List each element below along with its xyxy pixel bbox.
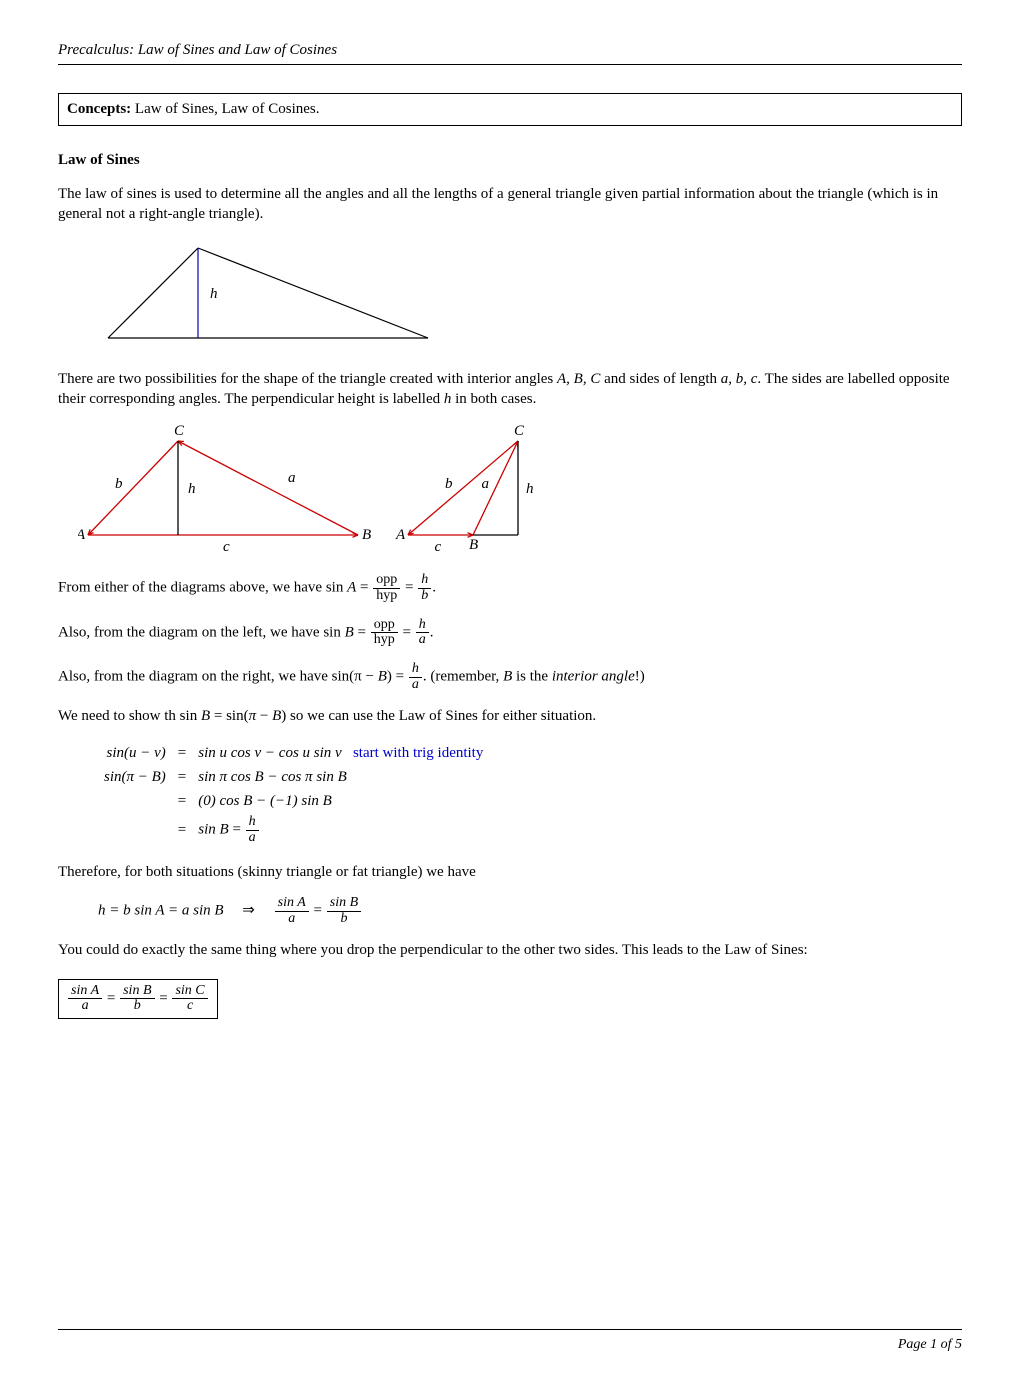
table-row: = sin B = ha	[98, 813, 489, 847]
figure-2: A B Ca b c h A B Ca b c h	[78, 423, 962, 559]
p2a: There are two possibilities for the shap…	[58, 371, 557, 387]
table-row: sin(u − v)= sin u cos v − cos u sin v st…	[98, 741, 489, 765]
para-two: There are two possibilities for the shap…	[58, 369, 962, 410]
svg-text:h: h	[210, 286, 218, 302]
num: h	[409, 662, 422, 678]
table-row: = (0) cos B − (−1) sin B	[98, 789, 489, 813]
p2b: and sides of length	[600, 371, 720, 387]
para-therefore: Therefore, for both situations (skinny t…	[58, 862, 962, 882]
den: a	[416, 633, 429, 648]
intro-para: The law of sines is used to determine al…	[58, 184, 962, 225]
n: sin B	[120, 984, 154, 1000]
d: a	[68, 999, 102, 1014]
law-of-sines-box: sin Aa = sin Bb = sin Cc	[58, 979, 218, 1019]
den: b	[327, 912, 361, 927]
figure-1: h	[98, 238, 962, 354]
t: From either of the diagrams above, we ha…	[58, 580, 347, 596]
num: h	[418, 573, 431, 589]
den: b	[418, 589, 431, 604]
svg-text:C: C	[514, 423, 525, 439]
t5: interior angle	[552, 669, 635, 685]
concepts-label: Concepts:	[67, 101, 131, 117]
page-number: Page 1 of 5	[898, 1337, 962, 1352]
n: sin A	[68, 984, 102, 1000]
num: opp	[373, 573, 400, 589]
t3: . (remember,	[423, 669, 503, 685]
svg-text:C: C	[174, 423, 185, 439]
concepts-box: Concepts: Law of Sines, Law of Cosines.	[58, 93, 962, 125]
den: hyp	[373, 589, 400, 604]
section-title: Law of Sines	[58, 150, 962, 170]
svg-text:a: a	[288, 470, 296, 486]
num: opp	[371, 618, 398, 634]
num: h	[246, 815, 259, 831]
svg-text:h: h	[188, 481, 196, 497]
arrow: ⇒	[242, 903, 255, 919]
svg-text:A: A	[78, 527, 86, 543]
svg-text:B: B	[469, 537, 478, 553]
svg-text:a: a	[482, 476, 490, 492]
t: Also, from the diagram on the right, we …	[58, 669, 378, 685]
svg-text:c: c	[223, 539, 230, 553]
eq-h-line: h = b sin A = a sin B ⇒ sin Aa = sin Bb	[98, 896, 962, 926]
svg-text:b: b	[445, 476, 453, 492]
page-header: Precalculus: Law of Sines and Law of Cos…	[58, 40, 962, 65]
p2d: in both cases.	[451, 391, 536, 407]
line-sinB: Also, from the diagram on the left, we h…	[58, 618, 962, 648]
d: b	[120, 999, 154, 1014]
den: a	[246, 831, 259, 846]
svg-text:h: h	[526, 481, 534, 497]
svg-text:B: B	[362, 527, 371, 543]
t2: ) =	[387, 669, 408, 685]
line-sinA: From either of the diagrams above, we ha…	[58, 573, 962, 603]
sym-abc-lower: a, b, c	[721, 371, 758, 387]
den: a	[409, 678, 422, 693]
svg-text:A: A	[395, 527, 406, 543]
triangle-pair-svg: A B Ca b c h A B Ca b c h	[78, 423, 598, 553]
num: h	[416, 618, 429, 634]
line-need: We need to show th sin B = sin(π − B) so…	[58, 706, 962, 726]
para-final: You could do exactly the same thing wher…	[58, 940, 962, 960]
den: hyp	[371, 633, 398, 648]
svg-text:c: c	[435, 539, 442, 553]
lhs: h = b sin A = a sin B	[98, 903, 224, 919]
den: a	[275, 912, 309, 927]
t4: is the	[512, 669, 552, 685]
triangle-1-svg: h	[98, 238, 438, 348]
d: c	[172, 999, 207, 1014]
page-footer: Page 1 of 5	[58, 1329, 962, 1355]
annot: start with trig identity	[353, 745, 483, 761]
svg-text:b: b	[115, 476, 123, 492]
derivation-table: sin(u − v)= sin u cos v − cos u sin v st…	[98, 741, 489, 848]
t: Also, from the diagram on the left, we h…	[58, 624, 345, 640]
n: sin C	[172, 984, 207, 1000]
t6: !)	[635, 669, 645, 685]
header-title: Precalculus: Law of Sines and Law of Cos…	[58, 42, 337, 58]
sym-abc-upper: A, B, C	[557, 371, 600, 387]
line-sinPi: Also, from the diagram on the right, we …	[58, 662, 962, 692]
table-row: sin(π − B)= sin π cos B − cos π sin B	[98, 765, 489, 789]
concepts-text: Law of Sines, Law of Cosines.	[131, 101, 319, 117]
